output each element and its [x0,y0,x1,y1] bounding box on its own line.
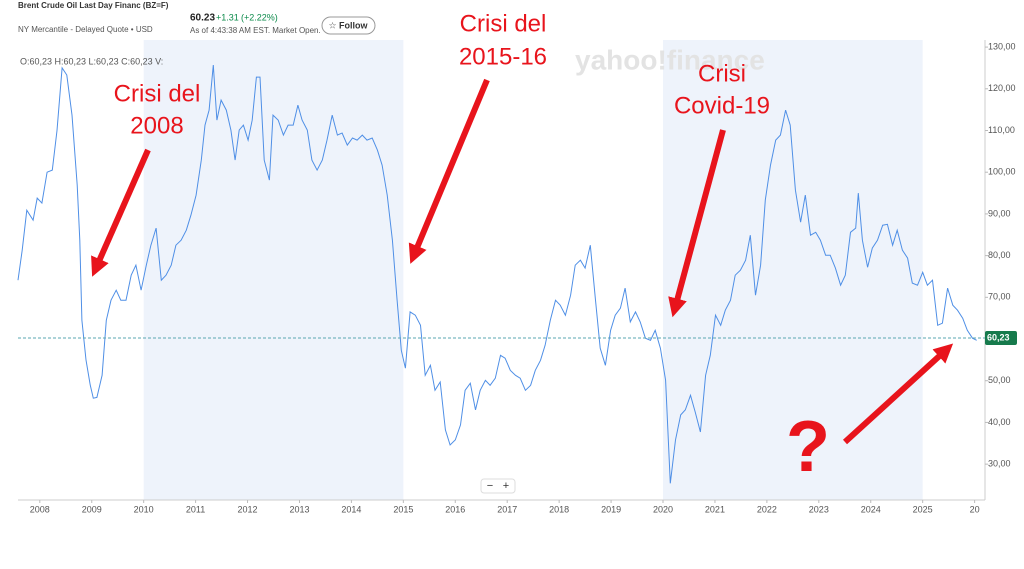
price-tag [985,331,1017,346]
annotation: 2015-16 [459,43,547,70]
x-tick-label: 2009 [82,504,102,514]
annotation: ? [786,407,830,487]
y-tick-label: 50,00 [988,375,1011,385]
price-line [17,64,977,484]
price-change-percent: (+2.22%) [241,12,278,22]
x-tick-label: 20 [970,504,980,514]
arrow [842,343,954,445]
x-tick-label: 2024 [861,504,881,514]
follow-label[interactable]: ☆ Follow [328,20,368,30]
x-tick-label: 2014 [341,504,361,514]
x-tick-label: 2010 [134,504,154,514]
shaded-band [143,40,404,500]
arrows [91,78,954,445]
x-tick-label: 2018 [549,504,569,514]
zoom-out[interactable]: − [487,480,493,492]
ohlc-readout: O:60,23 H:60,23 L:60,23 C:60,23 V: [20,56,163,66]
y-tick-label: 100,00 [988,167,1016,177]
x-tick-label: 2023 [809,504,829,514]
x-tick-label: 2017 [497,504,517,514]
market-time: As of 4:43:38 AM EST. Market Open. [190,26,321,35]
price-tag-label: 60,23 [987,332,1010,342]
x-tick-label: 2012 [238,504,258,514]
y-tick-label: 120,00 [988,83,1016,93]
annotation: Crisi del [460,10,547,37]
x-tick-label: 2013 [289,504,309,514]
x-tick-label: 2020 [653,504,673,514]
plot: 130,00 120,00 110,00 100,00 90,00 80,00 70,00 6… [17,40,1017,514]
price: 60.23 [190,13,215,24]
y-tick-label: 30,00 [988,459,1011,469]
x-tick-label: 2015 [393,504,413,514]
zoom-box [480,478,516,494]
price-change: +1.31 [216,12,239,22]
quote-title: Brent Crude Oil Last Day Financ (BZ=F) [18,1,169,10]
shaded-band [663,40,923,500]
arrow [668,129,726,318]
x-tick-label: 2011 [186,504,205,514]
watermark: yahoo!finance [575,44,765,75]
exchange-info: NY Mercantile - Delayed Quote • USD [18,25,153,34]
shaded-bands [143,40,923,500]
x-tick-label: 2008 [30,504,50,514]
x-tick-label: 2019 [601,504,621,514]
y-tick-label: 90,00 [988,208,1011,218]
y-tick-label: 130,00 [988,41,1016,51]
follow-button[interactable] [321,16,376,35]
arrow [408,78,490,264]
zoom-in[interactable]: + [503,480,509,492]
x-tick-label: 2025 [913,504,933,514]
y-tick-label: 80,00 [988,250,1011,260]
y-tick-label: 70,00 [988,292,1011,302]
y-tick-label: 40,00 [988,417,1011,427]
annotation: 2008 [130,112,183,139]
annotation: Crisi [698,60,746,87]
x-tick-label: 2021 [705,504,725,514]
arrow [91,148,151,277]
y-tick-label: 110,00 [988,125,1015,135]
x-tick-label: 2022 [757,504,777,514]
annotation: Covid-19 [674,92,770,119]
x-tick-label: 2016 [445,504,465,514]
annotation: Crisi del [114,80,201,107]
